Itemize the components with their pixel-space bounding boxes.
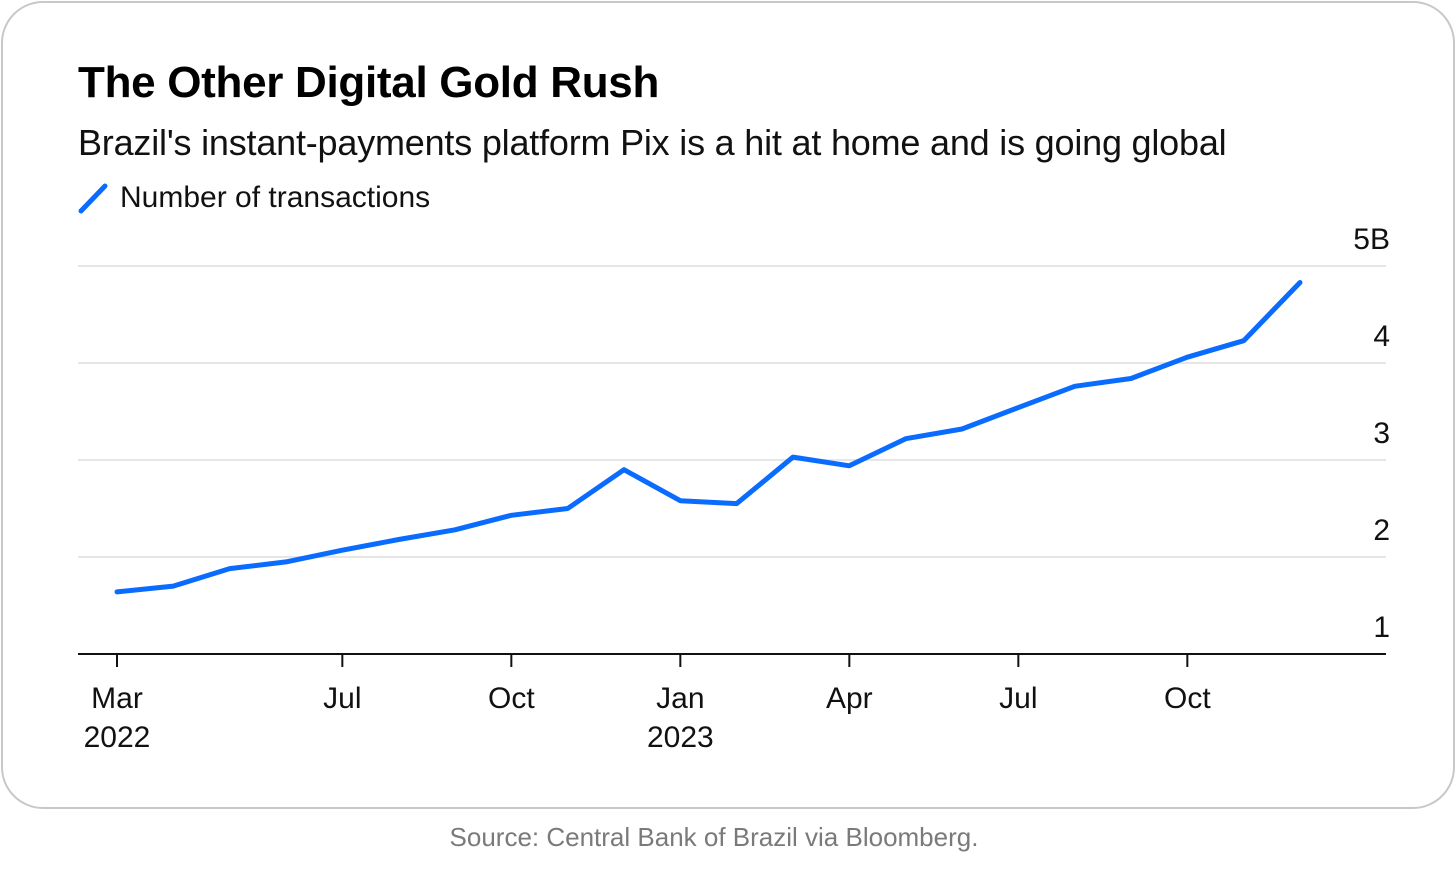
chart-card [1,1,1455,809]
x-tick-year-label: 2022 [84,721,151,754]
y-tick-label: 1 [1373,611,1390,644]
y-tick-label: 5B [1353,223,1390,256]
legend: Number of transactions [78,178,430,218]
x-tick-label: Oct [1164,682,1211,715]
chart-title: The Other Digital Gold Rush [78,58,660,107]
series-line-transactions [114,280,1303,595]
source-note: Source: Central Bank of Brazil via Bloom… [449,822,979,852]
x-tick-label: Apr [826,682,873,715]
x-tick-year-label: 2023 [647,721,714,754]
legend-label: Number of transactions [120,181,431,214]
x-tick-label: Mar [91,682,143,715]
chart-subtitle: Brazil's instant-payments platform Pix i… [78,122,1227,163]
legend-line-swatch [78,183,108,214]
y-tick-label: 4 [1373,320,1390,353]
x-tick-label: Jan [656,682,704,715]
y-tick-label: 2 [1373,514,1390,547]
x-tick-label: Jul [323,682,361,715]
y-tick-label: 3 [1373,417,1390,450]
x-tick-label: Oct [488,682,535,715]
x-tick-label: Jul [999,682,1037,715]
